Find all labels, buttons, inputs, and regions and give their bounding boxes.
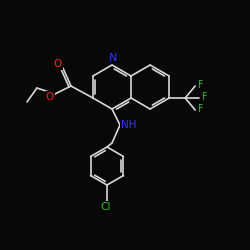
Text: F: F — [198, 80, 204, 90]
Text: F: F — [202, 92, 208, 102]
Text: O: O — [46, 92, 54, 102]
Text: F: F — [198, 104, 204, 114]
Text: O: O — [54, 59, 62, 69]
Text: N: N — [109, 53, 117, 63]
Text: Cl: Cl — [101, 202, 111, 212]
Text: NH: NH — [121, 120, 137, 130]
